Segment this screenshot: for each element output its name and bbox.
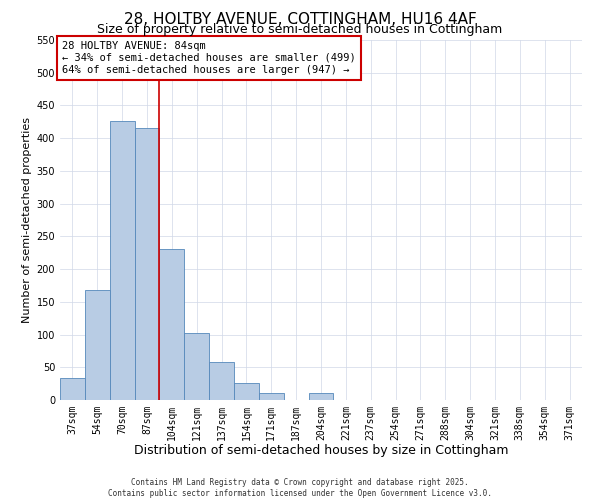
Bar [60, 378, 85, 400]
Bar [234, 383, 259, 400]
Bar [134, 128, 160, 400]
Text: 28 HOLTBY AVENUE: 84sqm
← 34% of semi-detached houses are smaller (499)
64% of s: 28 HOLTBY AVENUE: 84sqm ← 34% of semi-de… [62, 42, 356, 74]
Text: Size of property relative to semi-detached houses in Cottingham: Size of property relative to semi-detach… [97, 22, 503, 36]
Bar [85, 290, 110, 400]
Y-axis label: Number of semi-detached properties: Number of semi-detached properties [22, 117, 32, 323]
Bar [184, 333, 209, 400]
Bar [209, 362, 234, 400]
Bar [110, 121, 134, 400]
Text: 28, HOLTBY AVENUE, COTTINGHAM, HU16 4AF: 28, HOLTBY AVENUE, COTTINGHAM, HU16 4AF [124, 12, 476, 28]
X-axis label: Distribution of semi-detached houses by size in Cottingham: Distribution of semi-detached houses by … [134, 444, 508, 458]
Text: Contains HM Land Registry data © Crown copyright and database right 2025.
Contai: Contains HM Land Registry data © Crown c… [108, 478, 492, 498]
Bar [160, 250, 184, 400]
Bar [259, 393, 284, 400]
Bar [308, 394, 334, 400]
